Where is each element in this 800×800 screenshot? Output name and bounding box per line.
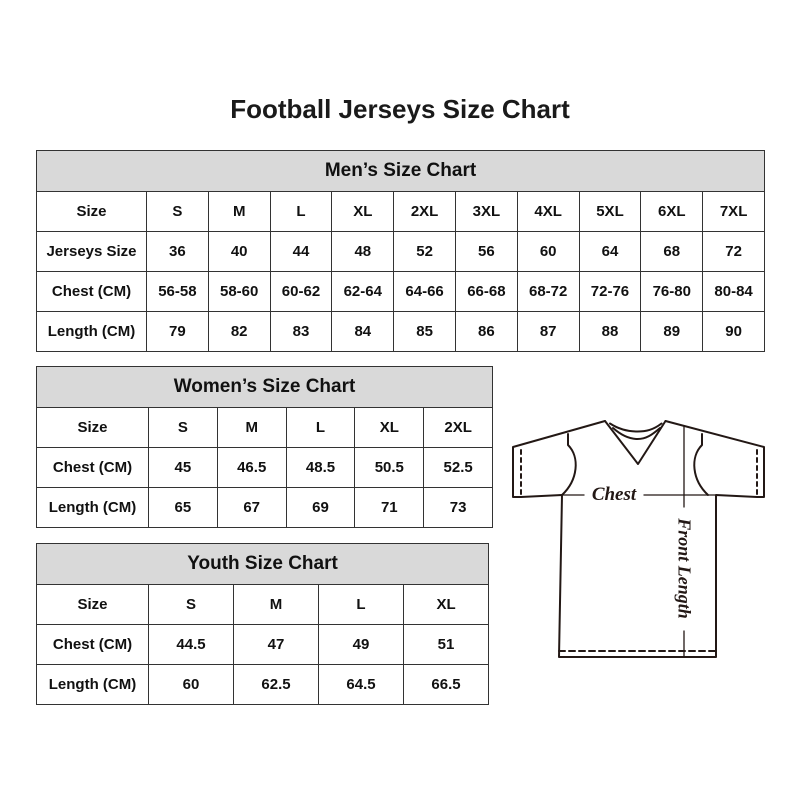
svg-text:Chest: Chest: [592, 484, 637, 505]
svg-text:Front Length: Front Length: [675, 517, 695, 619]
